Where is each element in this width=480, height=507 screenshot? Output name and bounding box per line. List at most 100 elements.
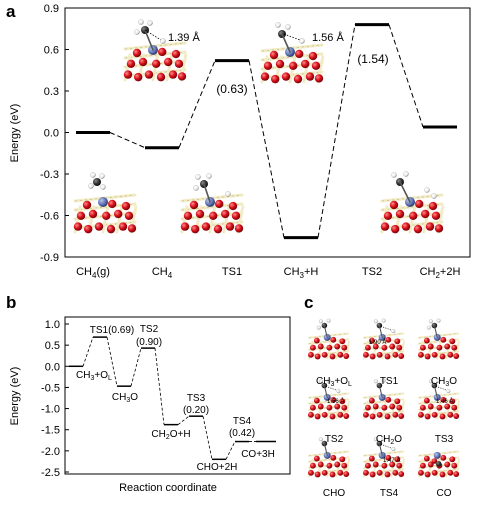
oxygen-atom [134, 72, 143, 82]
oxygen-atom [123, 70, 133, 79]
oxygen-atom [308, 469, 314, 476]
oxygen-atom [152, 59, 161, 68]
a-connector [109, 132, 146, 149]
hydrogen-atom [90, 172, 96, 178]
oxygen-atom [311, 61, 321, 70]
c-bond-2: 1.56 Å [327, 398, 344, 405]
structure-c-5 [362, 378, 406, 420]
b-connector [82, 336, 94, 367]
oxygen-atom [385, 454, 392, 461]
oxygen-atom [419, 462, 426, 469]
oxygen-atom [449, 456, 456, 463]
oxygen-atom [118, 222, 128, 231]
oxygen-atom [281, 72, 291, 81]
oxygen-atom [343, 353, 350, 359]
oxygen-atom [183, 211, 193, 220]
oxygen-atom [180, 222, 190, 231]
oxygen-atom [364, 462, 371, 469]
hydrogen-atom [428, 319, 433, 324]
oxygen-atom [368, 455, 375, 462]
oxygen-atom [447, 411, 454, 418]
oxygen-atom [398, 413, 405, 419]
oxygen-atom [102, 211, 111, 220]
oxygen-atom [127, 224, 137, 233]
oxygen-atom [114, 209, 123, 219]
oxygen-atom [431, 411, 438, 418]
oxygen-atom [436, 404, 443, 411]
oxygen-atom [84, 224, 93, 234]
oxygen-atom [330, 454, 337, 461]
oxygen-atom [427, 343, 434, 350]
hydrogen-atom [147, 20, 153, 26]
atom-bond [399, 181, 411, 203]
oxygen-atom [372, 461, 379, 468]
oxygen-atom [195, 209, 205, 219]
oxygen-atom [423, 337, 430, 344]
oxygen-atom [132, 48, 142, 58]
oxygen-atom [225, 222, 235, 231]
b-label-ch3o: CH3O [112, 392, 138, 404]
oxygen-atom [440, 454, 447, 461]
oxygen-atom [385, 336, 392, 343]
hydrogen-atom [326, 318, 331, 323]
ceria-bond-edge [363, 451, 404, 456]
hydrogen-atom [426, 325, 431, 330]
oxygen-atom [440, 396, 447, 403]
a-ytick-label: 0.9 [44, 3, 59, 15]
oxygen-atom [431, 351, 438, 358]
oxygen-atom [326, 344, 333, 351]
a-ytick-label: -0.6 [40, 211, 59, 223]
oxygen-atom [313, 455, 320, 462]
hydrogen-atom [391, 447, 396, 452]
panel-a-ylabel: Energy (eV) [9, 104, 21, 163]
structure-c-3 [417, 318, 461, 360]
b-label-ts3: TS3 [187, 393, 206, 404]
hydrogen-atom [428, 379, 433, 384]
panel-label-a: a [6, 2, 16, 21]
b-label-ts4-val: (0.42) [229, 428, 255, 439]
oxygen-atom [383, 211, 393, 220]
oxygen-atom [389, 343, 396, 350]
oxygen-atom [384, 413, 391, 420]
oxygen-atom [436, 344, 443, 351]
a-xlabel-ch3h: CH3+H [284, 266, 319, 280]
oxygen-atom [381, 404, 388, 411]
b-connector [177, 415, 190, 425]
oxygen-atom [337, 469, 344, 476]
oxygen-atom [138, 57, 148, 67]
oxygen-atom [385, 396, 392, 403]
oxygen-atom [439, 471, 446, 478]
oxygen-atom [389, 200, 399, 210]
oxygen-atom [431, 469, 438, 476]
oxygen-atom [174, 59, 184, 68]
a-xlabel-ts1: TS1 [222, 266, 242, 278]
oxygen-atom [447, 351, 454, 358]
oxygen-atom [451, 344, 458, 351]
dotted-bond [380, 325, 393, 331]
hydrogen-atom [160, 38, 166, 44]
oxygen-atom [413, 224, 423, 234]
oxygen-atom [449, 338, 456, 345]
oxygen-atom [424, 471, 431, 478]
oxygen-atom [381, 344, 388, 351]
oxygen-atom [424, 353, 431, 360]
ceria-bond-edge [418, 451, 459, 456]
b-label-co3h: CO+3H [241, 449, 275, 460]
hydrogen-atom [373, 437, 378, 442]
oxygen-atom [384, 353, 391, 360]
oxygen-atom [423, 455, 430, 462]
oxygen-atom [428, 201, 438, 211]
oxygen-atom [425, 222, 435, 231]
hydrogen-atom [134, 29, 140, 35]
structure-ch3h [180, 173, 245, 234]
oxygen-atom [369, 413, 376, 420]
oxygen-atom [363, 351, 369, 358]
oxygen-atom [418, 411, 424, 418]
structure-c-2 [362, 318, 406, 360]
hydrogen-atom [373, 319, 378, 324]
oxygen-atom [380, 222, 390, 231]
a-xlabel-ch4g: CH4(g) [76, 266, 110, 280]
oxygen-atom [215, 199, 224, 209]
oxygen-atom [221, 209, 230, 219]
